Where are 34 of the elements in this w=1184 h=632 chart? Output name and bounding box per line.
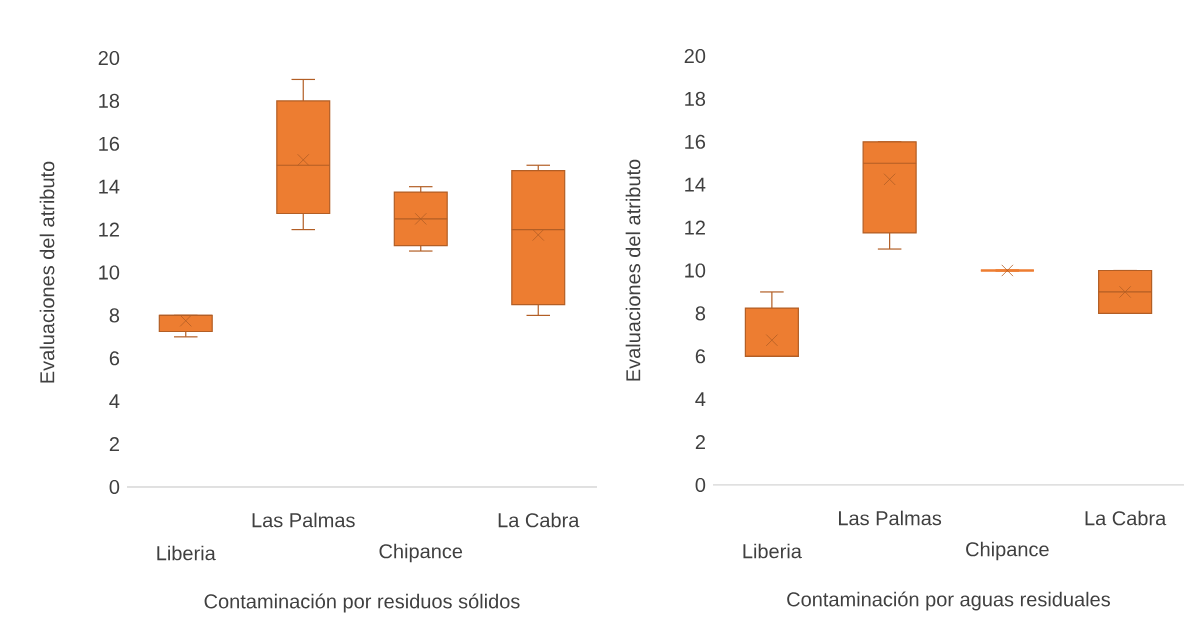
y-axis-title: Evaluaciones del atributo bbox=[39, 161, 55, 383]
x-tick-label: Las Palmas bbox=[252, 512, 355, 528]
y-tick-label: 2 bbox=[695, 435, 705, 450]
y-tick-label: 8 bbox=[695, 306, 706, 321]
y-tick-label: 16 bbox=[99, 136, 120, 151]
y-tick-label: 14 bbox=[685, 177, 706, 192]
y-tick-label: 6 bbox=[695, 349, 706, 364]
x-axis-title: Contaminación por residuos sólidos bbox=[204, 593, 520, 613]
y-tick-label: 18 bbox=[685, 91, 706, 106]
y-tick-label: 12 bbox=[685, 220, 705, 235]
x-tick-label: Chipance bbox=[966, 541, 1049, 561]
y-tick-label: 20 bbox=[684, 48, 706, 64]
y-tick-label: 0 bbox=[109, 479, 120, 495]
y-tick-label: 2 bbox=[109, 437, 119, 452]
x-tick-label: La Cabra bbox=[1085, 510, 1167, 526]
x-tick-label: Liberia bbox=[157, 545, 216, 561]
y-tick-label: 0 bbox=[695, 477, 706, 493]
y-tick-label: 16 bbox=[685, 134, 706, 149]
y-tick-label: 10 bbox=[685, 263, 706, 278]
x-tick-label: Las Palmas bbox=[839, 510, 942, 526]
x-tick-label: Chipance bbox=[379, 543, 463, 563]
y-axis-title: Evaluaciones del atributo bbox=[625, 159, 641, 381]
y-tick-label: 8 bbox=[109, 308, 120, 323]
y-tick-label: 18 bbox=[99, 93, 120, 108]
x-tick-label: La Cabra bbox=[498, 512, 580, 528]
y-tick-label: 10 bbox=[99, 265, 120, 280]
y-tick-label: 12 bbox=[99, 222, 119, 237]
y-tick-label: 20 bbox=[98, 50, 120, 66]
x-axis-title: Contaminación por aguas residuales bbox=[787, 591, 1111, 611]
y-tick-label: 4 bbox=[109, 394, 120, 409]
y-tick-label: 6 bbox=[109, 351, 120, 366]
y-tick-label: 14 bbox=[99, 179, 120, 194]
x-tick-label: Liberia bbox=[743, 543, 802, 559]
y-tick-label: 4 bbox=[695, 392, 706, 407]
